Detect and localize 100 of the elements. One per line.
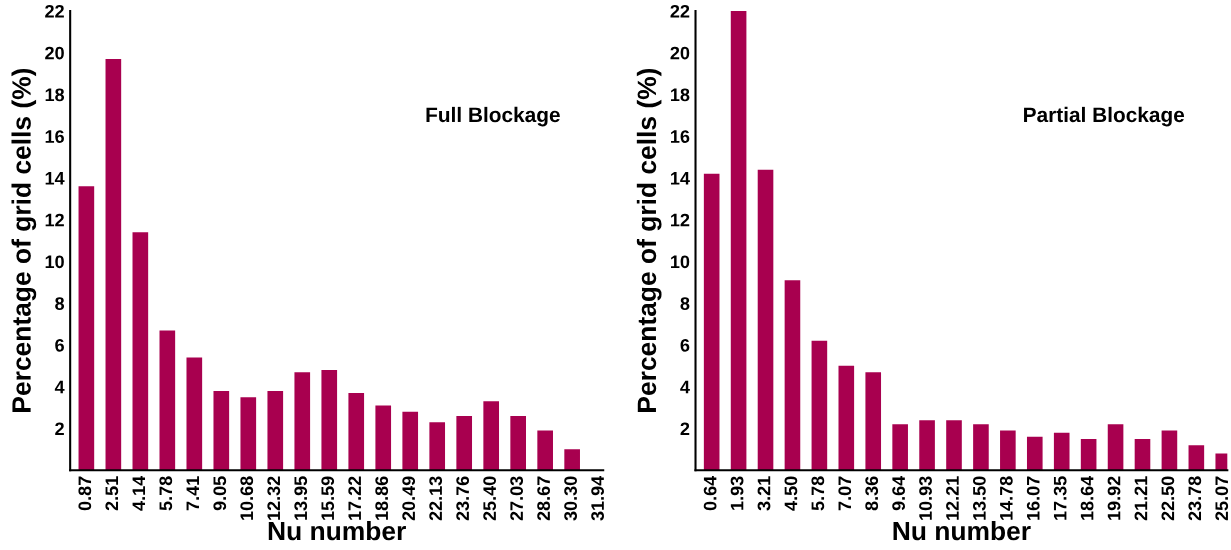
- bar: [375, 405, 392, 471]
- bar: [784, 280, 801, 471]
- bar: [456, 415, 473, 471]
- bar: [1000, 430, 1016, 471]
- x-tick-label: 18.86: [375, 476, 389, 520]
- y-tick-label: 16: [45, 130, 64, 143]
- x-tick-label: 3.21: [757, 476, 771, 511]
- bar: [757, 169, 774, 471]
- x-tick-label: 31.94: [591, 475, 605, 521]
- bar: [105, 59, 122, 471]
- bar: [564, 449, 580, 471]
- bar: [730, 11, 747, 471]
- y-tick-label: 22: [45, 4, 64, 18]
- bar: [348, 393, 365, 471]
- x-tick-label: 9.05: [213, 476, 227, 511]
- x-tick-label: 5.78: [159, 476, 173, 511]
- x-tick-label: 25.07: [1215, 476, 1229, 521]
- x-tick-label: 0.64: [703, 475, 717, 511]
- bar: [267, 390, 284, 471]
- x-tick-label: 7.07: [838, 476, 852, 511]
- bar: [946, 420, 962, 471]
- x-tick-label: 22.13: [429, 476, 443, 521]
- x-tick-label: 19.92: [1107, 476, 1121, 520]
- x-tick-label: 17.22: [348, 476, 361, 520]
- bar: [294, 372, 311, 471]
- x-tick-label: 4.14: [132, 475, 146, 511]
- bar: [429, 422, 446, 471]
- y-tick-label: 4: [54, 380, 65, 394]
- y-tick-label: 6: [55, 338, 64, 352]
- bar: [838, 365, 855, 471]
- x-tick-label: 17.35: [1053, 476, 1067, 520]
- bar: [892, 424, 908, 471]
- x-tick-label: 25.40: [483, 476, 497, 521]
- x-tick-label: 8.36: [865, 476, 879, 511]
- bar: [703, 173, 720, 471]
- bar: [483, 401, 500, 471]
- y-tick-label: 14: [671, 172, 690, 185]
- y-tick-label: 22: [670, 4, 690, 18]
- bar: [1134, 438, 1151, 471]
- y-tick-label: 20: [45, 46, 64, 60]
- y-tick-label: 2: [55, 422, 64, 436]
- bar: [1080, 438, 1097, 471]
- x-axis-title: Nu number: [268, 520, 406, 541]
- y-tick-label: 18: [671, 88, 690, 102]
- bar: [402, 411, 419, 471]
- y-tick-label: 8: [680, 297, 690, 310]
- x-tick-label: 15.59: [321, 476, 335, 520]
- x-tick-label: 10.68: [240, 476, 254, 520]
- x-axis-title: Nu number: [893, 520, 1031, 541]
- bar: [811, 340, 828, 471]
- bar: [1107, 424, 1124, 471]
- bar: [537, 430, 553, 471]
- x-tick-label: 12.32: [267, 476, 281, 520]
- bar: [973, 424, 989, 471]
- bar: [321, 370, 338, 471]
- bar: [213, 390, 230, 471]
- x-tick-label: 28.67: [537, 476, 551, 521]
- x-tick-label: 20.49: [402, 476, 416, 521]
- x-tick-label: 7.41: [186, 476, 199, 511]
- text: Partial Blockage: [1024, 106, 1185, 127]
- x-tick-label: 14.78: [999, 476, 1013, 520]
- y-tick-label: 8: [55, 297, 65, 310]
- bar: [78, 186, 95, 471]
- x-tick-label: 2.51: [105, 476, 119, 511]
- bar: [1188, 445, 1205, 471]
- y-tick-label: 16: [671, 130, 690, 143]
- x-tick-label: 27.03: [510, 476, 524, 521]
- bar: [240, 397, 257, 471]
- bar: [1161, 430, 1178, 471]
- x-tick-label: 1.93: [730, 476, 744, 510]
- x-tick-label: 13.50: [972, 476, 986, 520]
- y-tick-label: 12: [671, 213, 690, 227]
- bar: [159, 330, 176, 471]
- y-tick-label: 6: [680, 338, 690, 352]
- bar: [865, 372, 882, 471]
- y-axis-title: Percentage of grid cells (%): [11, 68, 37, 412]
- x-tick-label: 10.93: [919, 476, 932, 520]
- bar: [510, 415, 526, 471]
- y-tick-label: 14: [45, 172, 65, 185]
- y-tick-label: 20: [670, 46, 690, 60]
- y-tick-label: 2: [680, 422, 690, 436]
- bar: [1026, 436, 1043, 471]
- x-tick-label: 16.07: [1026, 476, 1040, 520]
- y-tick-label: 10: [671, 255, 690, 269]
- x-tick-label: 5.78: [811, 476, 825, 511]
- x-tick-label: 30.30: [564, 476, 578, 521]
- bar: [132, 232, 149, 471]
- x-tick-label: 13.95: [294, 476, 308, 520]
- x-tick-label: 4.50: [784, 476, 798, 511]
- text: Full Blockage: [426, 106, 560, 127]
- x-tick-label: 0.87: [78, 476, 92, 511]
- x-tick-label: 9.64: [892, 475, 905, 511]
- y-tick-label: 10: [45, 255, 64, 269]
- y-tick-label: 12: [45, 213, 64, 227]
- y-tick-label: 4: [680, 380, 690, 394]
- x-tick-label: 22.50: [1161, 476, 1175, 521]
- x-tick-label: 23.78: [1188, 476, 1202, 521]
- x-tick-label: 21.21: [1134, 476, 1148, 521]
- x-tick-label: 23.76: [456, 476, 470, 521]
- x-tick-label: 12.21: [946, 476, 959, 520]
